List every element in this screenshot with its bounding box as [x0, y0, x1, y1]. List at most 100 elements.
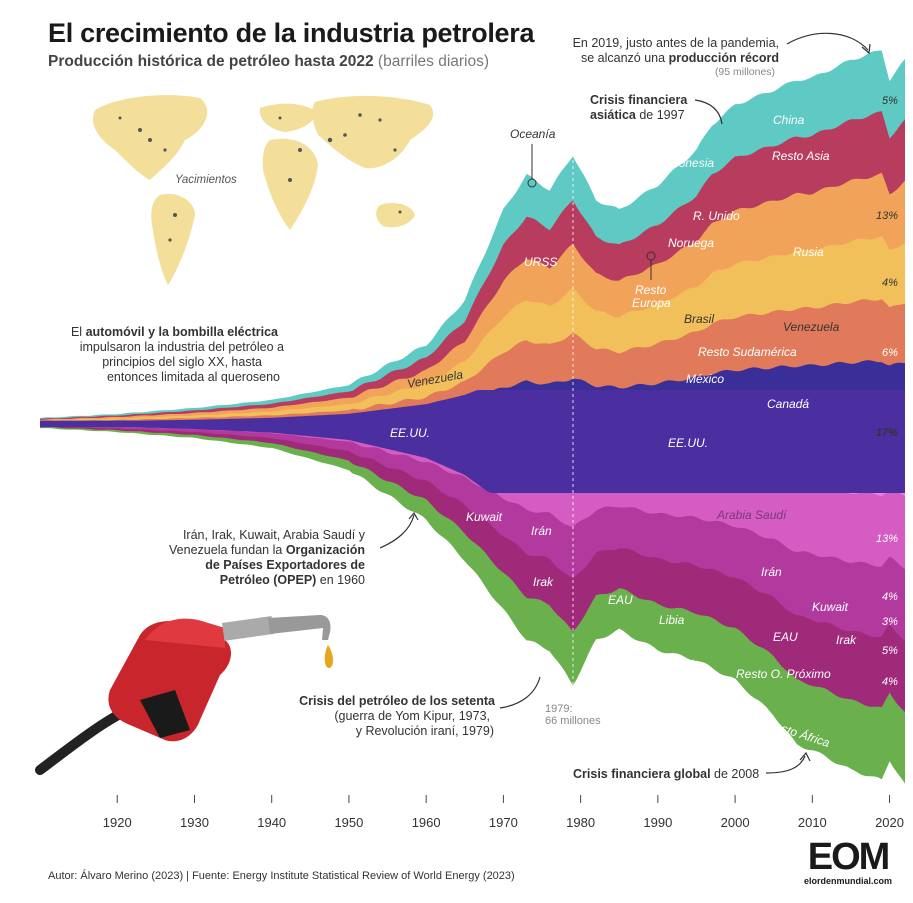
label-rusia: Rusia — [793, 245, 824, 259]
x-tick-label-2000: 2000 — [721, 815, 750, 830]
annotation-opep-4b: en 1960 — [316, 573, 365, 587]
annotation-record-3: (95 millones) — [715, 66, 775, 78]
record-arrowhead — [861, 43, 871, 55]
label-eau-1: EAU — [608, 593, 633, 607]
subtitle-unit: (barriles diarios) — [377, 53, 490, 70]
annotation-opep-1: Irán, Irak, Kuwait, Arabia Saudí y — [183, 528, 366, 542]
annotation-record-1: En 2019, justo antes de la pandemia, — [573, 36, 779, 50]
annotation-record-2: se alcanzó una producción récord — [581, 51, 779, 65]
label-noruega: Noruega — [668, 236, 714, 250]
annotation-opep-4: Petróleo (OPEP) en 1960 — [220, 573, 365, 587]
series-labels: EE.UU. EE.UU. Venezuela Venezuela URSS R… — [390, 113, 857, 750]
world-map-icon — [92, 95, 434, 285]
annotation-gfc-2: de 2008 — [711, 767, 760, 781]
x-tick-label-1950: 1950 — [334, 815, 363, 830]
label-resto-asia: Resto Asia — [772, 149, 830, 163]
label-nigeria: Nigeria — [661, 653, 701, 672]
label-irak-1: Irak — [533, 575, 554, 589]
label-resto-europa-1: Resto — [635, 283, 667, 297]
label-canada: Canadá — [767, 397, 809, 411]
share-eau: 4% — [882, 676, 898, 688]
label-resto-sudamerica: Resto Sudamérica — [698, 345, 797, 359]
annotation-auto-1a: El — [71, 325, 86, 339]
label-urss: URSS — [524, 255, 557, 269]
annotation-asia-2b: de 1997 — [636, 108, 685, 122]
share-arabia: 13% — [876, 533, 898, 545]
label-iran-1: Irán — [531, 524, 552, 538]
usa-band — [40, 390, 905, 493]
annotation-crisis70-3: y Revolución iraní, 1979) — [356, 724, 494, 738]
gfc-arrow — [765, 755, 806, 774]
annotation-opep-bold3: Petróleo (OPEP) — [220, 573, 317, 587]
crisis70-arrow — [499, 676, 541, 709]
label-irak-2: Irak — [836, 633, 857, 647]
fuel-nozzle-icon — [35, 615, 333, 775]
oceania-marker — [527, 178, 537, 188]
label-libia: Libia — [659, 613, 685, 627]
annotation-gfc: Crisis financiera global de 2008 — [573, 767, 759, 781]
resto-europa-marker — [646, 251, 656, 261]
annotation-asia-1: Crisis financiera — [590, 93, 688, 107]
x-tick-label-1940: 1940 — [257, 815, 286, 830]
annotation-auto-2: impulsaron la industria del petróleo a — [80, 340, 284, 354]
x-tick-label-1980: 1980 — [566, 815, 595, 830]
logo[interactable]: EOM elordenmundial.com — [798, 838, 898, 886]
share-eeuu: 17% — [876, 427, 898, 439]
label-brasil: Brasil — [684, 312, 714, 326]
stream-areas — [40, 50, 905, 784]
x-tick-label-1930: 1930 — [180, 815, 209, 830]
annotation-auto-3: principios del siglo XX, hasta — [102, 355, 262, 369]
label-r-unido: R. Unido — [693, 209, 740, 223]
label-resto-o-proximo: Resto O. Próximo — [736, 667, 831, 681]
label-eeuu-2: EE.UU. — [668, 436, 708, 450]
map-label: Yacimientos — [175, 174, 237, 186]
logo-site: elordenmundial.com — [803, 876, 892, 886]
share-labels: 5% 13% 4% 6% 17% 13% 4% 3% 5% 4% — [876, 95, 898, 688]
annotation-opep-2: Venezuela fundan la Organización — [169, 543, 365, 557]
label-mexico: México — [686, 372, 724, 386]
annotation-1979-1: 1979: — [545, 703, 573, 715]
annotation-opep-3: de Países Exportadores de — [205, 558, 365, 572]
opep-arrowhead — [408, 511, 419, 521]
label-venezuela-2: Venezuela — [783, 320, 840, 334]
share-brasil: 4% — [882, 277, 898, 289]
annotation-gfc-bold: Crisis financiera global — [573, 767, 711, 781]
annotation-1979-2: 66 millones — [545, 715, 601, 727]
x-axis: 1920 1930 1940 1950 1960 1970 1980 1990 2000 2010… — [103, 795, 904, 830]
annotation-opep-bold1: Organización — [286, 543, 365, 557]
footer-credit: Autor: Álvaro Merino (2023) | Fuente: En… — [48, 870, 515, 882]
label-kuwait-1: Kuwait — [466, 510, 503, 524]
annotation-record-2a: se alcanzó una — [581, 51, 669, 65]
chart-title: El crecimiento de la industria petrolera — [48, 18, 535, 48]
share-iran: 4% — [882, 591, 898, 603]
label-china: China — [773, 113, 805, 127]
x-tick-label-1970: 1970 — [489, 815, 518, 830]
share-canada: 6% — [882, 347, 898, 359]
gfc-arrowhead — [799, 751, 811, 762]
opep-arrow — [379, 514, 415, 549]
annotation-crisis70-2: (guerra de Yom Kipur, 1973, — [334, 709, 490, 723]
share-irak: 5% — [882, 645, 898, 657]
share-rusia: 13% — [876, 210, 898, 222]
label-eeuu-1: EE.UU. — [390, 426, 430, 440]
annotation-asia-2a: asiática — [590, 108, 637, 122]
x-tick-label-2020: 2020 — [875, 815, 904, 830]
annotation-oceania: Oceanía — [510, 127, 556, 141]
label-indonesia: Indonesia — [662, 156, 714, 170]
annotation-record-bold: producción récord — [669, 51, 779, 65]
x-tick-label-1920: 1920 — [103, 815, 132, 830]
annotation-auto-4: entonces limitada al queroseno — [107, 370, 280, 384]
annotation-auto-1: El automóvil y la bombilla eléctrica — [71, 325, 279, 339]
annotation-crisis70-1: Crisis del petróleo de los setenta — [299, 694, 496, 708]
label-iran-2: Irán — [761, 565, 782, 579]
annotation-opep-2a: Venezuela fundan la — [169, 543, 286, 557]
record-arrow — [786, 32, 869, 51]
annotation-asia-2: asiática de 1997 — [590, 108, 685, 122]
x-tick-label-1960: 1960 — [412, 815, 441, 830]
subtitle-text: Producción histórica de petróleo hasta 2… — [48, 53, 374, 70]
asia-arrow — [694, 99, 723, 125]
share-kuwait: 3% — [882, 616, 898, 628]
label-kuwait-2: Kuwait — [812, 600, 849, 614]
label-arabia-saudi: Arabia Saudí — [716, 508, 788, 522]
